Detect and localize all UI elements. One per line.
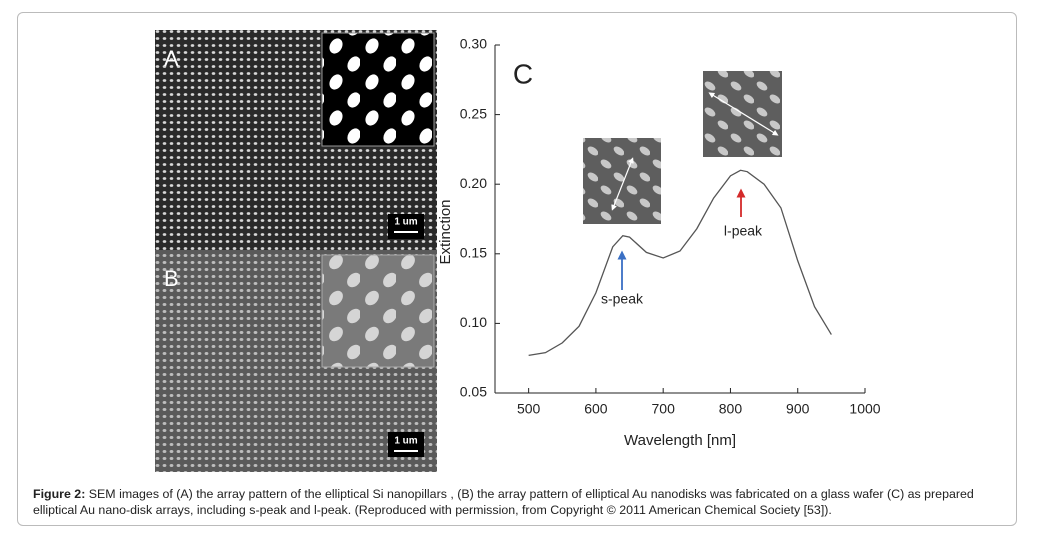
caption: Figure 2: SEM images of (A) the array pa… <box>33 486 1008 518</box>
inset-arrow <box>611 157 634 211</box>
figure-frame <box>17 12 1017 526</box>
scale-bar-box <box>388 214 424 239</box>
y-tick-label: 0.20 <box>460 175 487 191</box>
figure: A 1 um B 1 um Wavelength [nm] Extinction… <box>155 30 881 472</box>
scale-bar-label: 1 um <box>394 436 417 447</box>
caption-text: SEM images of (A) the array pattern of t… <box>33 487 974 517</box>
inset-arrow <box>708 92 779 136</box>
data-line <box>528 169 832 357</box>
scale-bar-box <box>388 432 424 457</box>
y-tick-label: 0.10 <box>460 314 487 330</box>
y-tick-label: 0.15 <box>460 245 487 261</box>
y-tick-label: 0.30 <box>460 36 487 52</box>
annotation: C <box>513 58 533 89</box>
x-tick-label: 700 <box>652 401 676 417</box>
x-tick-label: 500 <box>517 401 541 417</box>
x-axis-label: Wavelength [nm] <box>624 432 736 449</box>
y-axis-label: Extinction <box>437 199 454 264</box>
x-tick-label: 900 <box>786 401 810 417</box>
x-tick-label: 800 <box>719 401 743 417</box>
panel-label: B <box>164 266 179 291</box>
chart-inset <box>583 138 661 224</box>
panel-label: A <box>164 46 179 71</box>
caption-label: Figure 2: <box>33 487 86 501</box>
sem-inset-b <box>321 254 435 368</box>
annotation: s-peak <box>601 291 644 307</box>
y-tick-label: 0.05 <box>460 384 487 400</box>
y-tick-label: 0.25 <box>460 105 487 121</box>
sem-inset-a <box>321 32 435 147</box>
annotation: l-peak <box>724 223 763 239</box>
x-tick-label: 600 <box>584 401 608 417</box>
x-tick-label: 1000 <box>849 401 880 417</box>
scale-bar-label: 1 um <box>394 217 417 228</box>
